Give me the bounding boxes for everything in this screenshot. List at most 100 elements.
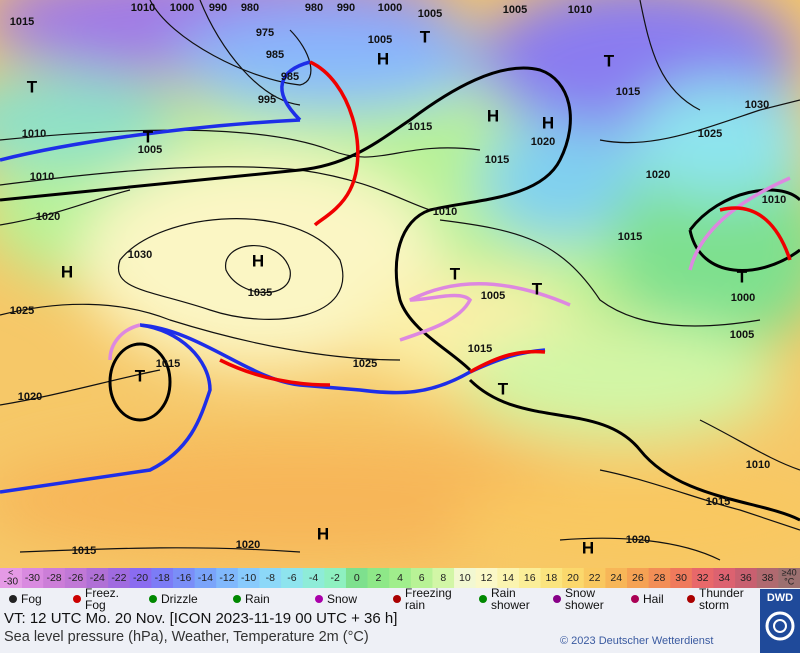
pressure-system-label: H [582,538,594,557]
temperature-scale: <-30 -30 -28 -26 -24 -22 -20 -18 -16 -14 -12 -10 -8-… [0,567,800,588]
isobar-label: 1020 [236,539,260,551]
pressure-system-label: T [27,77,38,96]
isobar-label: 1020 [646,169,670,181]
scale-cell [129,568,152,588]
pressure-system-label: T [498,379,509,398]
scale-label: 12 [481,572,493,584]
isobar-label: 1005 [503,4,527,16]
copyright: © 2023 Deutscher Wetterdienst [560,635,713,647]
scale-cell [151,568,174,588]
pressure-system-label: T [135,366,146,385]
pressure-system-label: T [450,264,461,283]
scale-label: -12 [219,572,234,584]
isobar-label: 1015 [10,16,34,28]
pressure-system-label: H [252,251,264,270]
scale-cell [432,568,455,588]
isobar-label: 1015 [485,154,509,166]
scale-label: 8 [440,572,446,584]
isobar-label: 1000 [731,292,755,304]
scale-label: 34 [718,572,730,584]
scale-label: 2 [375,572,381,584]
isobar-label: 1005 [418,8,442,20]
dwd-logo-text: DWD [767,592,793,604]
scale-label: < [8,567,13,577]
isobar-label: 1010 [30,171,54,183]
scale-label: 4 [397,572,403,584]
scale-cell [540,568,563,588]
pressure-system-label: T [532,279,543,298]
scale-cell [648,568,671,588]
isobar-label: 975 [256,27,274,39]
scale-cell [172,568,196,588]
scale-cell [605,568,628,588]
scale-cell [345,568,369,588]
scale-label: 36 [740,572,752,584]
scale-label: 38 [762,572,774,584]
pressure-system-label: T [604,51,615,70]
isobar-label: 1005 [368,34,392,46]
isobar-label: 995 [258,94,276,106]
scale-cell [583,568,606,588]
isobar-label: 1010 [22,128,46,140]
isobar-label: 1030 [128,249,152,261]
isobar-label: 1020 [18,391,42,403]
scale-cell [691,568,715,588]
pressure-system-label: H [61,262,73,281]
scale-cell [302,568,325,588]
scale-label: 18 [546,572,558,584]
isobar-label: 1005 [730,329,754,341]
scale-cell [670,568,693,588]
scale-label: -30 [4,577,19,588]
scale-cell [713,568,736,588]
scale-label: -20 [133,572,148,584]
scale-cell [627,568,650,588]
scale-label: -4 [309,572,318,584]
scale-cell [324,568,347,588]
weather-legend-label: Freezing rain [405,586,452,612]
weather-legend: Fog Freez. Fog Drizzle Rain Snow Freezing rain R… [9,586,744,612]
isobar-label: 1000 [170,2,194,14]
isobar-label: 1020 [626,534,650,546]
isobar-label: 1030 [745,99,769,111]
pressure-system-label: T [737,267,748,286]
scale-label: -28 [46,572,61,584]
weather-legend-label: Hail [643,592,664,606]
scale-label: -10 [241,572,256,584]
isobar-label: 1000 [378,2,402,14]
isobar-label: 1025 [353,358,377,370]
weather-icon [315,595,323,603]
isobar-label: 1015 [72,545,96,557]
isobar-label: 1020 [531,136,555,148]
scale-label: -14 [198,572,213,584]
pressure-system-label: T [143,127,154,146]
weather-legend-label: Rain shower [491,586,530,612]
weather-icon [149,595,157,603]
scale-label: 22 [589,572,601,584]
weather-legend-label: Snow [327,592,357,606]
scale-cell [518,568,542,588]
weather-legend-label: Fog [21,592,42,606]
scale-cell [475,568,498,588]
weather-legend-label: Freez. Fog [85,586,119,612]
pressure-system-label: H [542,113,554,132]
isobar-label: 1015 [468,343,492,355]
temperature-field [0,0,800,570]
isobar-label: 1035 [248,287,272,299]
scale-cell [281,568,304,588]
isobar-label: 1010 [762,194,786,206]
weather-icon [631,595,639,603]
weather-icon [233,595,241,603]
pressure-system-label: H [487,106,499,125]
scale-cell [410,568,433,588]
scale-cell [562,568,585,588]
weather-legend-label: Snow shower [565,586,604,612]
scale-label: 30 [675,572,687,584]
dwd-logo-swirl [765,611,795,641]
isobar-label: 1005 [138,144,162,156]
scale-cell [389,568,412,588]
fronts [0,60,792,494]
scale-label: -16 [176,572,191,584]
scale-cell [216,568,239,588]
